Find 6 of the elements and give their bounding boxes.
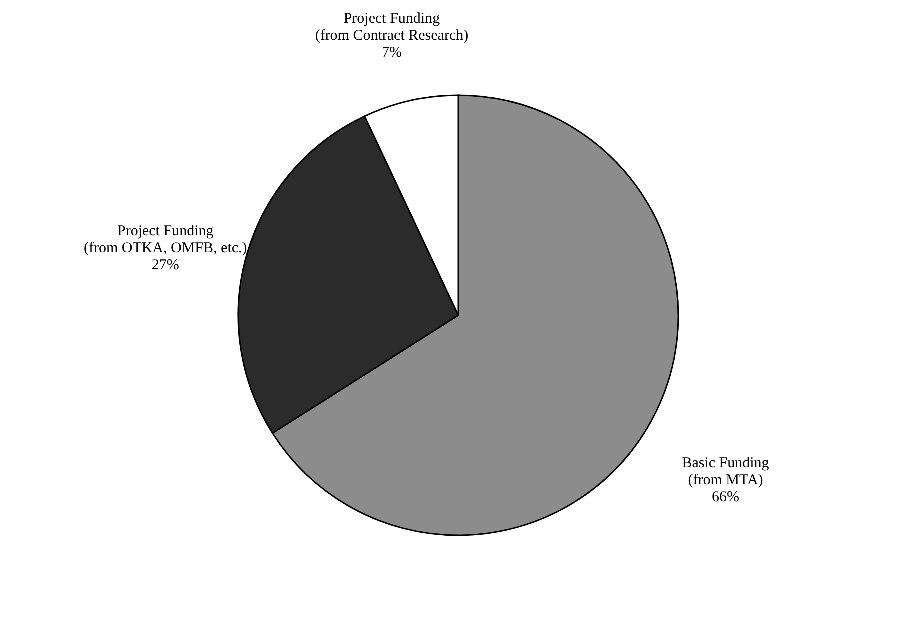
data-label: 7% [382,44,402,61]
slice-label: Project Funding (from Contract Research) [315,10,469,44]
data-label: 66% [712,489,740,506]
slice-label: Basic Funding (from MTA) [682,455,770,488]
slice-label: Project Funding (from OTKA, OMFB, etc.) [84,223,248,256]
data-label: 27% [152,257,180,274]
